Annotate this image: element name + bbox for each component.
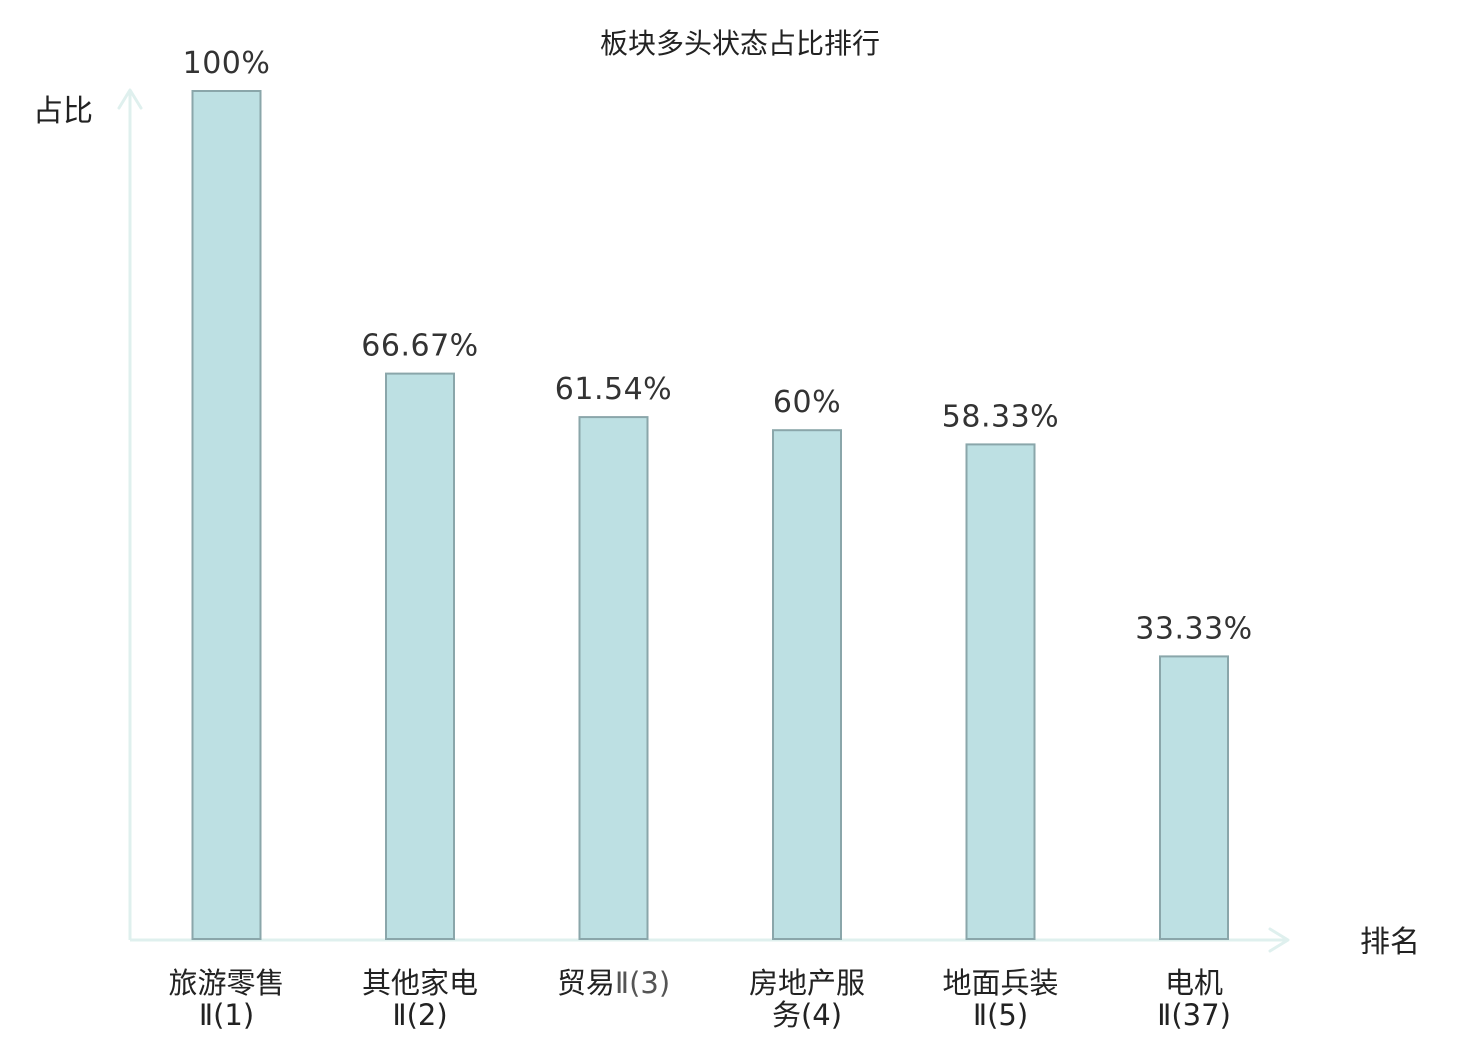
bar-value-label: 33.33%	[1135, 611, 1252, 646]
category-name: 贸易	[557, 966, 615, 1000]
bar	[191, 90, 262, 940]
axes	[117, 88, 1290, 953]
category-label-line1: 电机	[1165, 966, 1223, 1000]
bar-value-label: 61.54%	[555, 372, 672, 407]
category-label-line2: 务(4)	[772, 998, 842, 1032]
category-label-line2: Ⅱ(1)	[199, 998, 254, 1032]
category-label-line2: Ⅱ(2)	[392, 998, 447, 1032]
value-labels-group: 100% 66.67% 61.54% 60% 58.33% 33.33%	[183, 46, 1253, 646]
category-label-line2: Ⅱ(5)	[973, 998, 1028, 1032]
bar	[772, 429, 842, 940]
x-axis-arrow-icon	[1268, 927, 1290, 953]
bars-group	[191, 90, 1229, 941]
category-label-line2: Ⅱ(37)	[1157, 998, 1231, 1032]
y-axis-arrow-icon	[117, 88, 143, 110]
bar-value-label: 100%	[183, 46, 271, 81]
category-label-line1: 地面兵装	[942, 966, 1058, 1000]
category-rank: Ⅱ(3)	[615, 966, 670, 1000]
bar-value-label: 60%	[773, 385, 841, 420]
bar-value-label: 66.67%	[361, 329, 478, 364]
bar	[385, 372, 455, 941]
category-label: 贸易Ⅱ(3)	[557, 966, 670, 1000]
chart-title: 板块多头状态占比排行	[600, 27, 880, 60]
category-label-line1: 旅游零售	[168, 966, 284, 1000]
bar-value-label: 58.33%	[942, 399, 1059, 434]
x-axis-title: 排名	[1360, 925, 1420, 960]
bar	[1159, 655, 1229, 941]
category-label-line1: 其他家电	[362, 966, 478, 1000]
y-axis-title: 占比	[33, 94, 93, 129]
bar	[965, 443, 1036, 940]
bar	[578, 416, 649, 941]
category-label-line1: 房地产服	[749, 966, 865, 1000]
